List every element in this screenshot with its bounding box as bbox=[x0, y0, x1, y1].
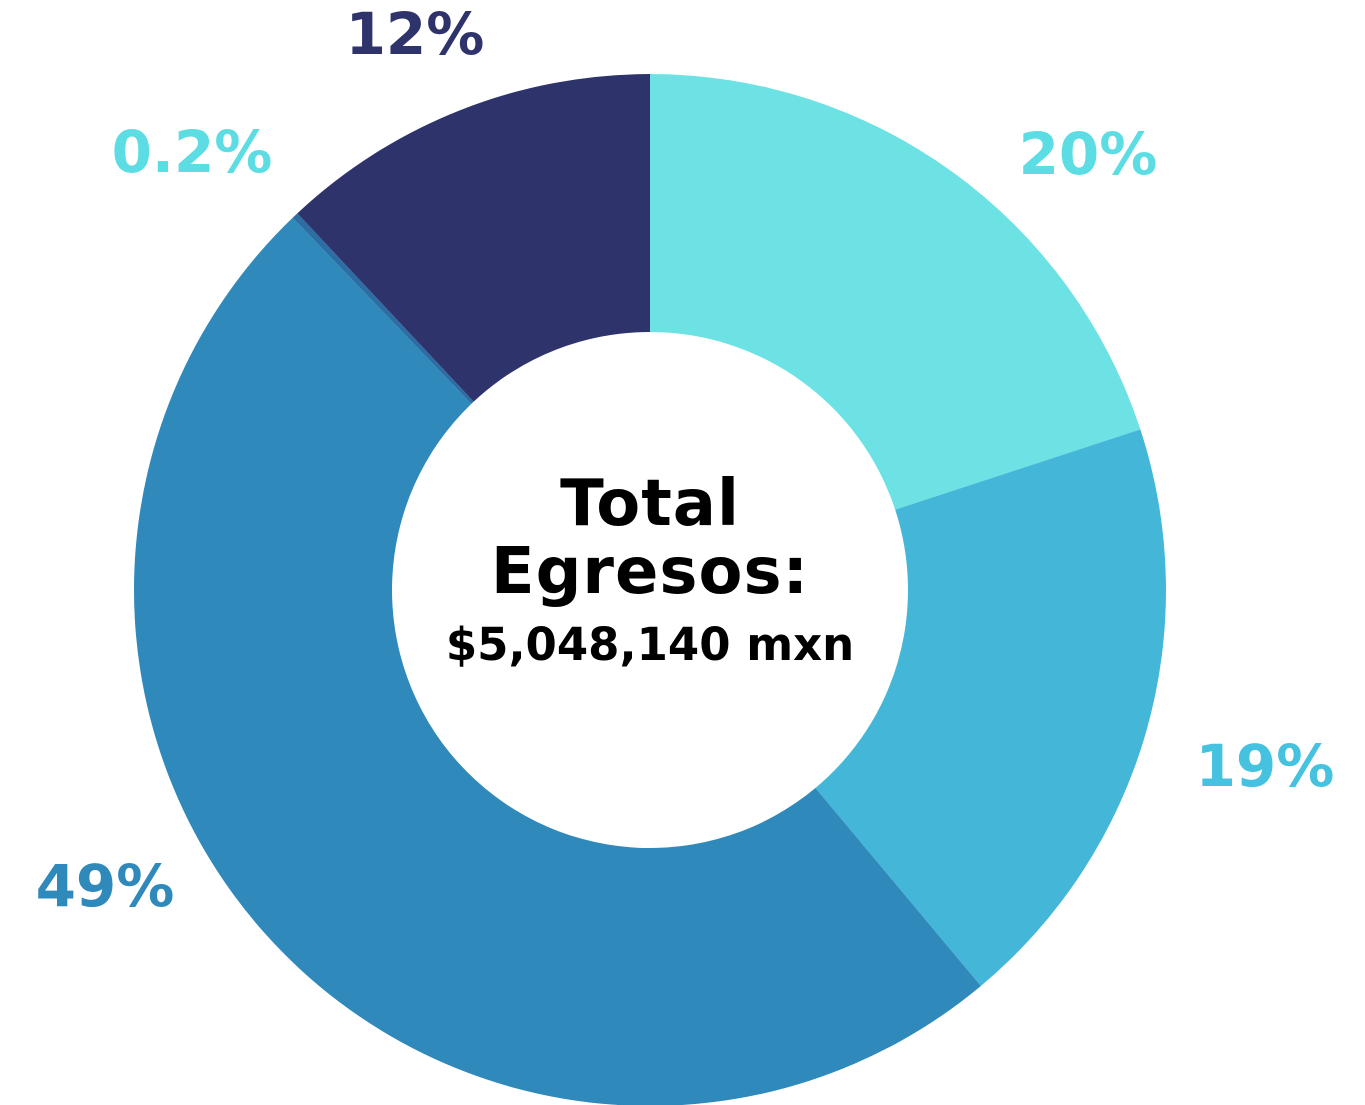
slice-percent-label-2: 49% bbox=[36, 852, 175, 920]
donut-slice-3 bbox=[292, 213, 474, 404]
slice-percent-label-1: 19% bbox=[1196, 732, 1335, 800]
slice-percent-label-4: 12% bbox=[346, 0, 485, 68]
donut-slice-4 bbox=[297, 74, 650, 402]
donut-slice-0 bbox=[650, 74, 1141, 510]
slice-percent-label-3: 0.2% bbox=[112, 118, 273, 186]
donut-slice-2 bbox=[134, 217, 981, 1105]
slice-percent-label-0: 20% bbox=[1019, 120, 1158, 188]
donut-slice-1 bbox=[815, 429, 1166, 986]
center-title-line1: Total bbox=[560, 467, 740, 541]
center-total-value: $5,048,140 mxn bbox=[445, 618, 855, 671]
center-title-line2: Egresos: bbox=[490, 535, 810, 609]
center-summary: Total Egresos: $5,048,140 mxn bbox=[400, 470, 900, 670]
